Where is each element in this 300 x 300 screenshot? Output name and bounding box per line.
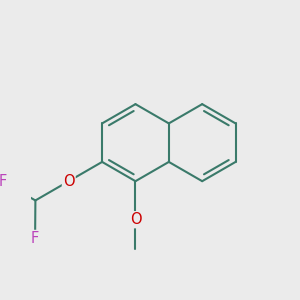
Text: F: F (31, 231, 39, 246)
Text: O: O (63, 174, 75, 189)
Text: O: O (130, 212, 141, 227)
Text: F: F (0, 174, 7, 189)
